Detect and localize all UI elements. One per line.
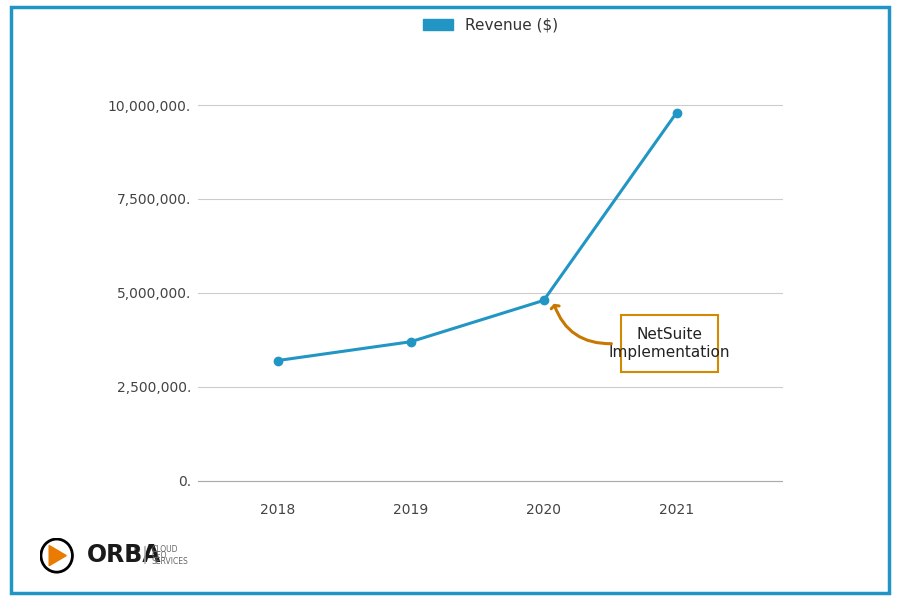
Text: ORBA: ORBA — [86, 543, 161, 567]
Text: |: | — [142, 546, 148, 564]
FancyBboxPatch shape — [621, 316, 718, 372]
Revenue ($) — [405, 338, 416, 346]
Revenue ($) — [273, 357, 284, 364]
Text: ®: ® — [133, 546, 141, 556]
Text: SERVICES: SERVICES — [151, 557, 188, 565]
Text: NetSuite
Implementation: NetSuite Implementation — [608, 328, 730, 360]
Text: CLOUD: CLOUD — [151, 545, 177, 553]
Polygon shape — [50, 545, 67, 566]
Revenue ($) — [538, 297, 549, 304]
Legend: Revenue ($): Revenue ($) — [417, 11, 564, 39]
Text: CFO: CFO — [151, 551, 166, 559]
Revenue ($) — [671, 109, 682, 116]
Line: Revenue ($): Revenue ($) — [274, 109, 680, 365]
